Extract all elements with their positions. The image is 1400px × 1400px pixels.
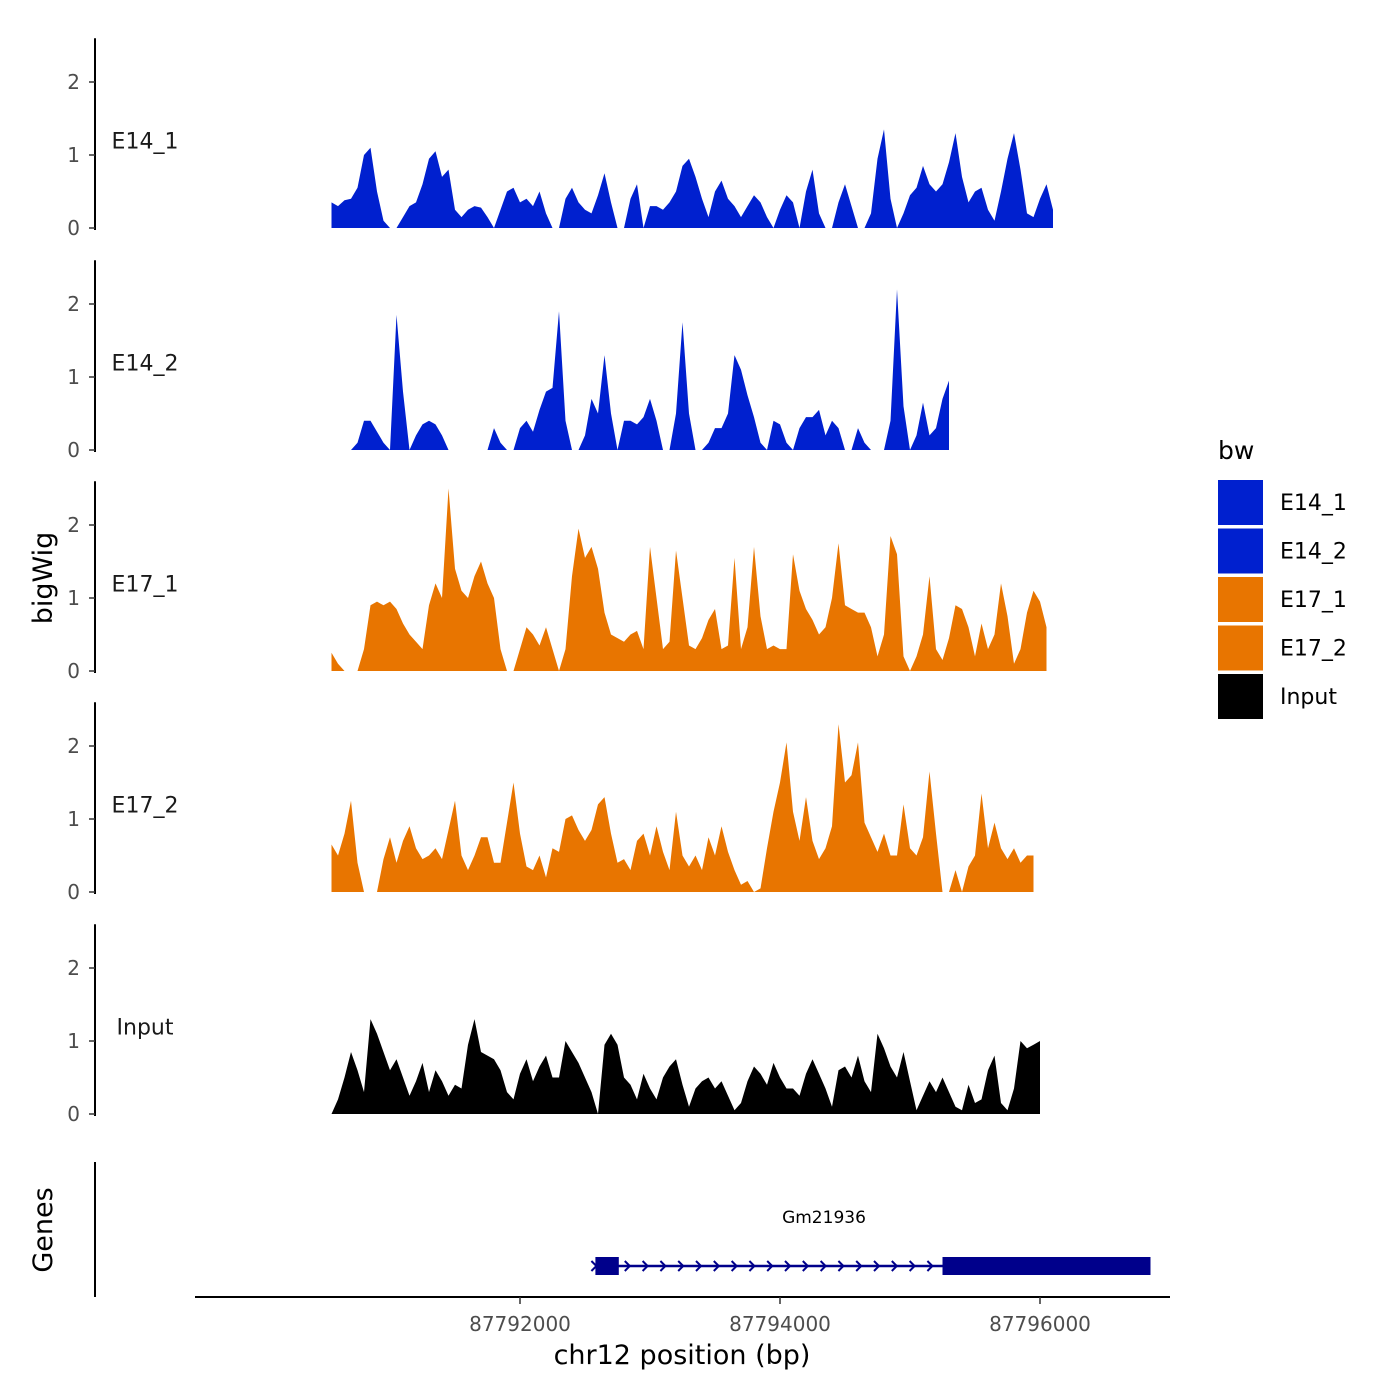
legend-label-Input: Input bbox=[1280, 685, 1337, 710]
track-label: E17_2 bbox=[112, 793, 179, 818]
y-tick-label: 0 bbox=[67, 1102, 80, 1126]
strand-chevron bbox=[802, 1260, 810, 1272]
y-tick-label: 0 bbox=[67, 659, 80, 683]
y-tick-label: 2 bbox=[67, 513, 80, 537]
track-E17_2: 0 1 2 E17_2 bbox=[67, 702, 1034, 904]
legend-swatch-E17_2 bbox=[1218, 625, 1263, 671]
gene-exon bbox=[942, 1257, 1151, 1275]
strand-chevron bbox=[855, 1260, 863, 1272]
track-E17_1: 0 1 2 E17_1 bbox=[67, 481, 1047, 683]
strand-chevron bbox=[819, 1260, 828, 1272]
gene-name-label: Gm21936 bbox=[782, 1208, 866, 1228]
strand-chevron bbox=[766, 1260, 774, 1272]
track-label: E17_1 bbox=[112, 572, 179, 597]
track-label: E14_1 bbox=[112, 129, 179, 154]
coverage-area-E17_1 bbox=[331, 488, 1047, 671]
track-Input: 0 1 2 Input bbox=[67, 924, 1040, 1126]
strand-chevron bbox=[784, 1260, 792, 1272]
track-label: Input bbox=[117, 1015, 174, 1040]
strand-chevron bbox=[677, 1260, 685, 1272]
y-tick-label: 1 bbox=[67, 143, 80, 167]
legend-swatch-E14_1 bbox=[1218, 480, 1263, 525]
strand-chevron bbox=[624, 1260, 632, 1272]
x-axis-title: chr12 position (bp) bbox=[554, 1340, 811, 1371]
coverage-area-Input bbox=[331, 1019, 1040, 1114]
strand-chevron bbox=[748, 1260, 756, 1272]
genes-axis-title: Genes bbox=[28, 1187, 59, 1272]
y-tick-label: 2 bbox=[67, 734, 80, 758]
y-tick-label: 0 bbox=[67, 438, 80, 462]
strand-chevron bbox=[695, 1260, 703, 1272]
legend-swatch-Input bbox=[1218, 674, 1263, 719]
legend-label-E17_1: E17_1 bbox=[1280, 588, 1347, 613]
strand-chevron bbox=[730, 1260, 739, 1272]
legend-label-E14_2: E14_2 bbox=[1280, 540, 1347, 565]
y-tick-label: 2 bbox=[67, 956, 80, 980]
x-tick-label: 87796000 bbox=[989, 1312, 1091, 1336]
legend-swatch-E17_1 bbox=[1218, 577, 1263, 622]
legend-swatch-E14_2 bbox=[1218, 528, 1263, 574]
y-axis-title: bigWig bbox=[28, 532, 59, 625]
x-tick-label: 87792000 bbox=[469, 1312, 571, 1336]
coverage-area-E14_2 bbox=[331, 289, 949, 450]
strand-chevron bbox=[659, 1260, 667, 1272]
y-tick-label: 1 bbox=[67, 365, 80, 389]
y-tick-label: 0 bbox=[67, 216, 80, 240]
y-tick-label: 0 bbox=[67, 880, 80, 904]
strand-chevron bbox=[713, 1260, 721, 1272]
strand-chevron bbox=[641, 1260, 650, 1272]
y-tick-label: 1 bbox=[67, 586, 80, 610]
legend-label-E14_1: E14_1 bbox=[1280, 491, 1347, 516]
legend: bw E14_1 E14_2 E17_1 E17_2 Input bbox=[1218, 436, 1347, 719]
x-tick-label: 87794000 bbox=[729, 1312, 831, 1336]
legend-label-E17_2: E17_2 bbox=[1280, 637, 1347, 662]
y-tick-label: 2 bbox=[67, 70, 80, 94]
x-ticks: 87792000 87794000 87796000 bbox=[469, 1297, 1091, 1336]
tracks-group: 0 1 2 E14_1 0 1 2 E14_2 0 1 2 E17_1 0 1 2 E17_2 0 1 2 Input bbox=[67, 38, 1053, 1126]
track-E14_2: 0 1 2 E14_2 bbox=[67, 260, 949, 462]
x-axis: 87792000 87794000 87796000 chr12 position … bbox=[195, 1296, 1170, 1371]
track-label: E14_2 bbox=[112, 351, 179, 376]
strand-chevron bbox=[891, 1260, 899, 1272]
legend-title: bw bbox=[1218, 436, 1254, 465]
y-tick-label: 1 bbox=[67, 1029, 80, 1053]
track-E14_1: 0 1 2 E14_1 bbox=[67, 38, 1053, 240]
strand-chevron bbox=[837, 1260, 845, 1272]
strand-chevron bbox=[873, 1260, 881, 1272]
y-tick-label: 1 bbox=[67, 807, 80, 831]
strand-chevron bbox=[926, 1260, 934, 1272]
y-tick-label: 2 bbox=[67, 292, 80, 316]
strand-chevron bbox=[908, 1260, 917, 1272]
coverage-area-E14_1 bbox=[331, 129, 1053, 228]
gene-exon bbox=[595, 1257, 619, 1275]
coverage-area-E17_2 bbox=[331, 724, 1034, 892]
gene-track: Gm21936 bbox=[94, 1162, 1151, 1297]
